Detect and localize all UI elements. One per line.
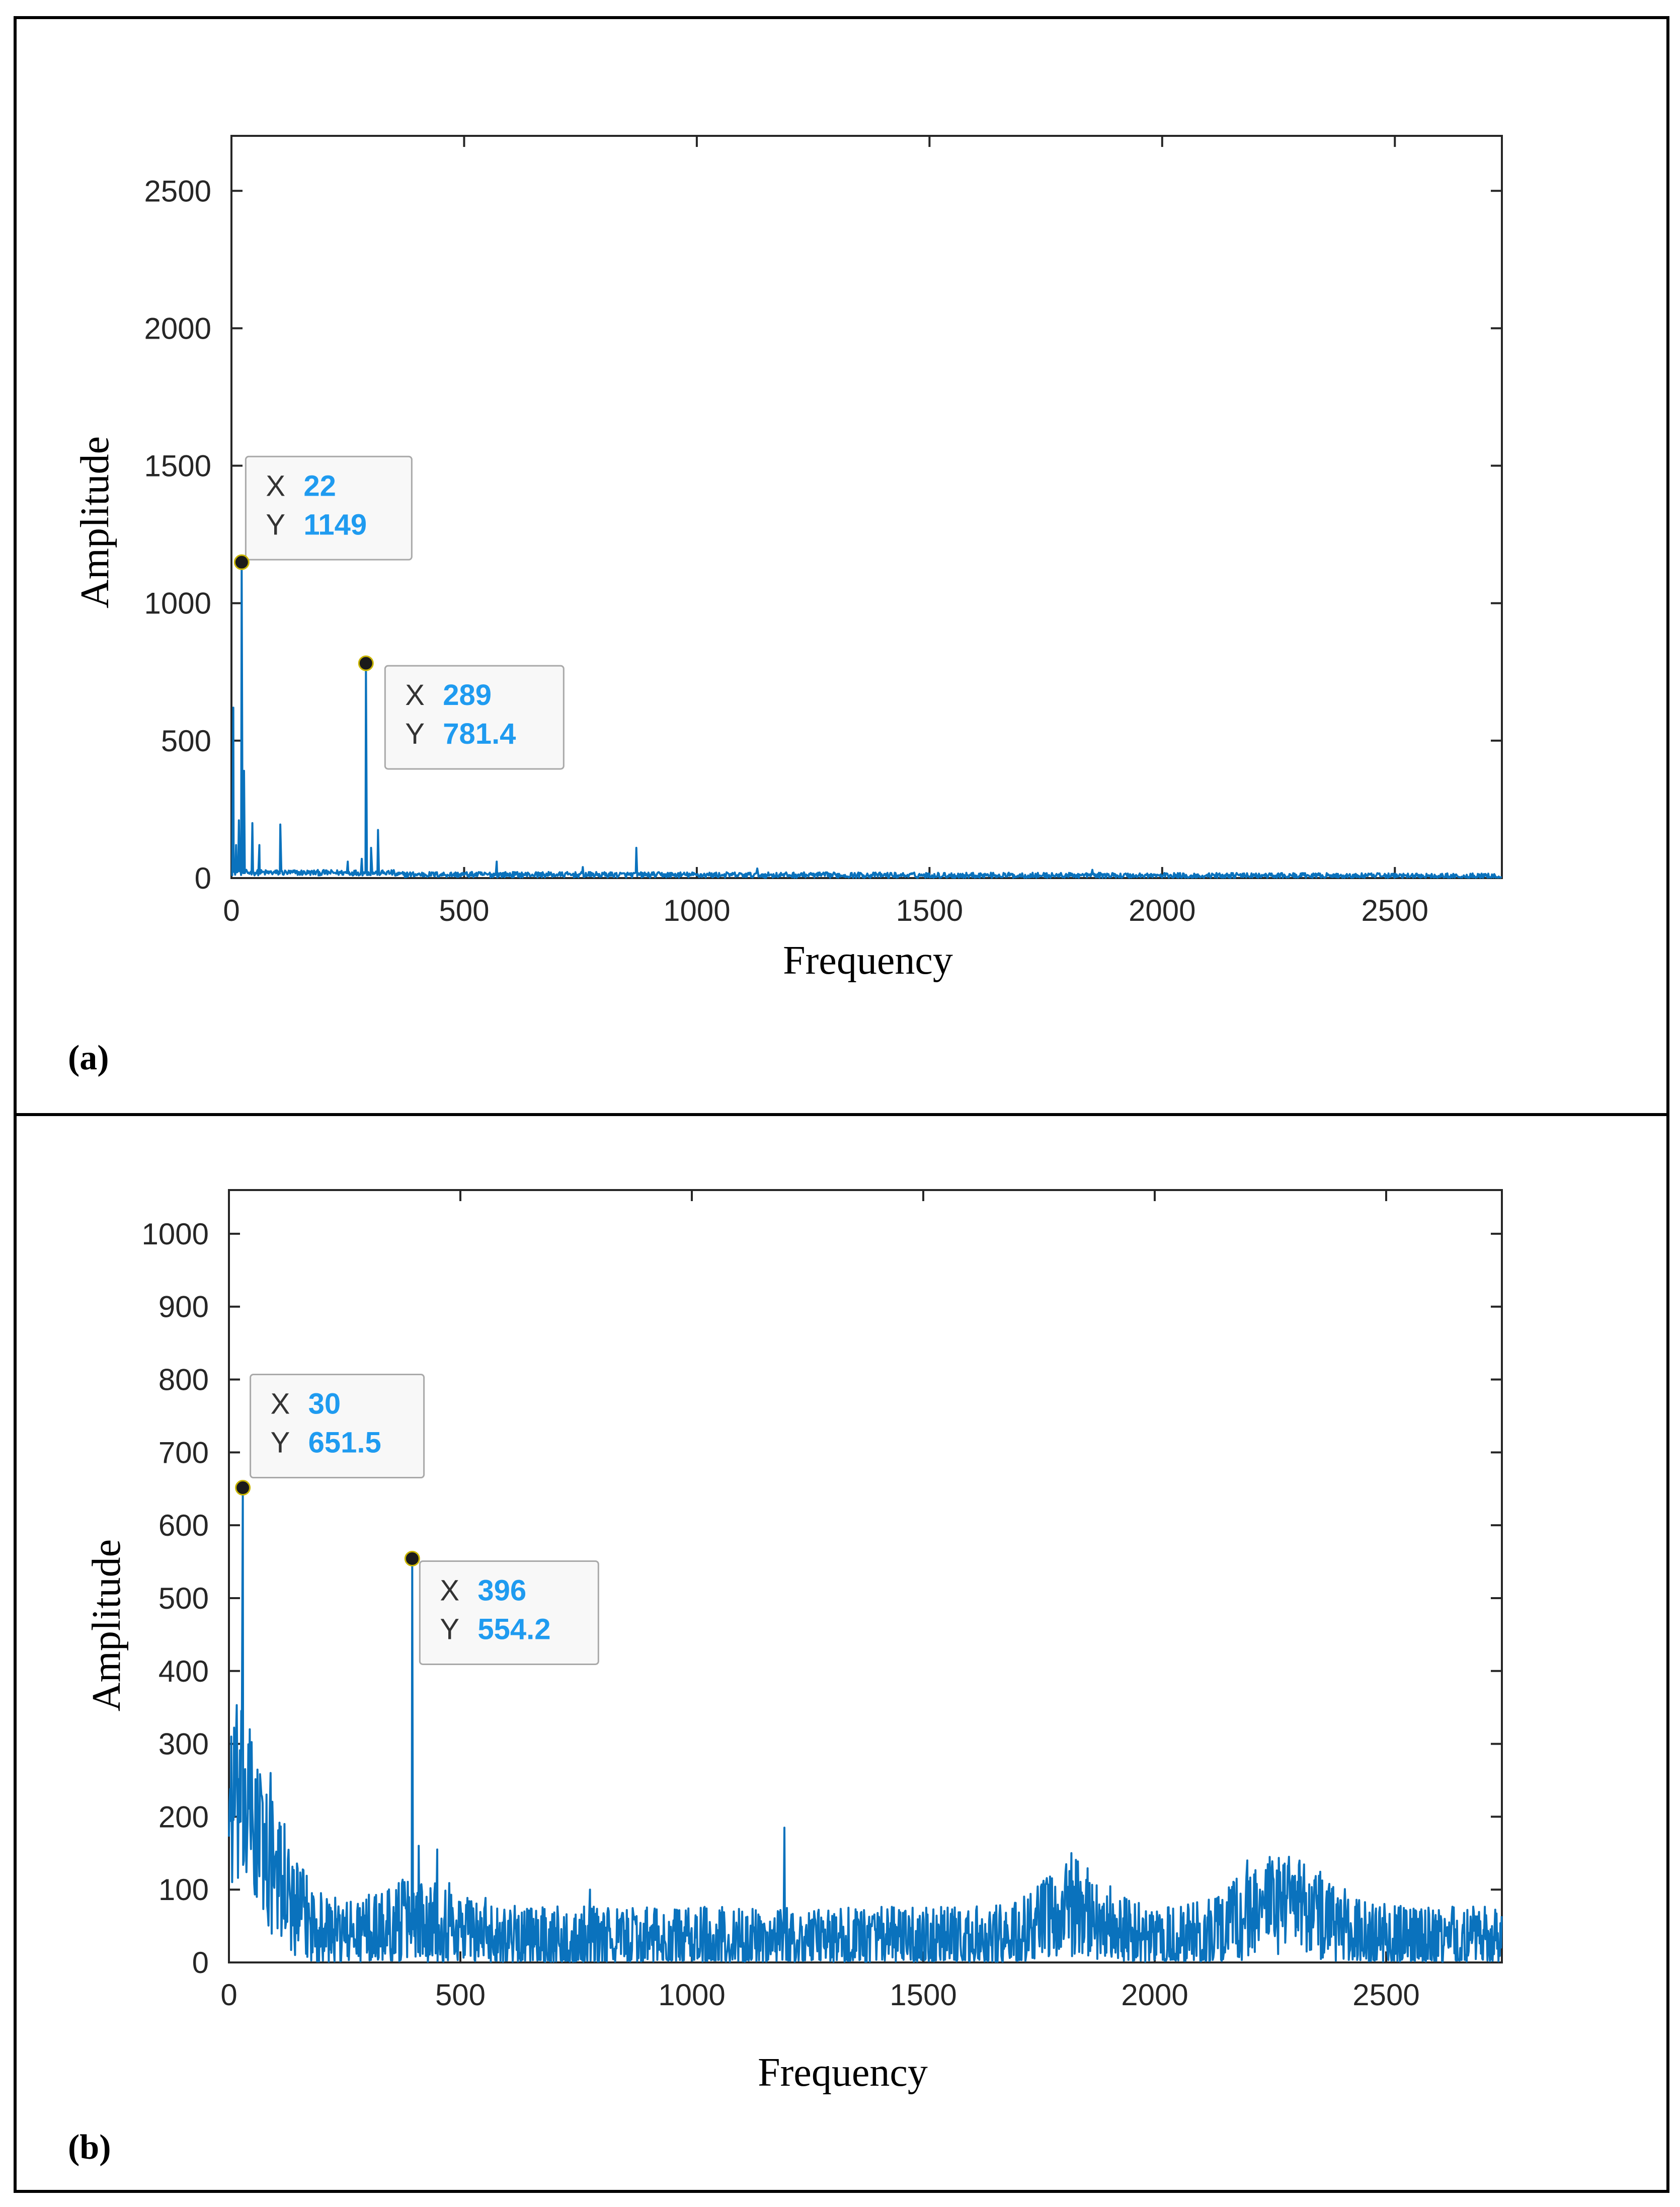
chart-b-y-tick-label: 200 xyxy=(158,1800,209,1834)
panel-b: 0 500 1000 1500 2000 2500 0 100 200 300 400 500 600 7… xyxy=(14,1113,1669,2193)
chart-a-datatip-x-key: X xyxy=(266,469,285,502)
chart-a-x-tick-label: 2500 xyxy=(1362,894,1428,927)
chart-b-x-tick-label: 0 xyxy=(220,1978,237,2012)
chart-b-datatip-y-key: Y xyxy=(440,1613,459,1645)
chart-a-y-tick-label: 2500 xyxy=(144,174,211,208)
chart-a-x-axis-label: Frequency xyxy=(783,938,953,983)
chart-b-datatip-x-value: 396 xyxy=(477,1574,526,1607)
chart-a-y-tick-label: 500 xyxy=(161,724,211,758)
chart-a-y-axis-label: Amplitude xyxy=(73,436,117,608)
chart-a-x-tick-label: 500 xyxy=(439,894,489,927)
chart-b-x-tick-label: 500 xyxy=(435,1978,486,2012)
chart-b-x-tick-label: 2000 xyxy=(1121,1978,1188,2012)
chart-b-datatip-x-key: X xyxy=(271,1388,290,1421)
chart-b-y-tick-label: 1000 xyxy=(142,1217,209,1251)
chart-b-datatip-y-value: 651.5 xyxy=(308,1427,381,1459)
chart-b-datatip-marker xyxy=(235,1480,251,1496)
chart-b-x-tick-label: 1500 xyxy=(890,1978,956,2012)
chart-b-y-tick-label: 100 xyxy=(158,1873,209,1907)
chart-b-datatip-y-value: 554.2 xyxy=(477,1613,550,1645)
chart-a-datatip-y-value: 1149 xyxy=(303,508,367,541)
chart-a-datatip-y-value: 781.4 xyxy=(443,718,516,750)
chart-b-datatip-marker xyxy=(404,1550,420,1566)
chart-a-datatip-y-key: Y xyxy=(405,718,425,750)
panel-b-frame xyxy=(14,1113,1669,2193)
chart-b-x-tick-label: 1000 xyxy=(658,1978,725,2012)
chart-a: 0 500 1000 1500 2000 2500 0 500 1000 1500 2000 2500… xyxy=(144,135,1503,927)
chart-a-datatip-box xyxy=(245,455,413,561)
chart-b-x-axis-label: Frequency xyxy=(758,2051,928,2095)
chart-b: 0 500 1000 1500 2000 2500 0 100 200 300 400 500 600 7… xyxy=(142,1189,1503,2012)
panel-b-label: (b) xyxy=(68,2128,111,2167)
chart-b-datatip-x-value: 30 xyxy=(308,1388,341,1421)
chart-a-datatip-x-value: 289 xyxy=(443,679,492,712)
chart-b-y-tick-label: 700 xyxy=(158,1436,209,1469)
chart-b-datatip-box xyxy=(250,1374,425,1479)
chart-a-series-line xyxy=(231,561,1502,879)
chart-b-y-tick-label: 300 xyxy=(158,1727,209,1761)
chart-b-y-tick-label: 500 xyxy=(158,1582,209,1615)
chart-b-y-tick-label: 600 xyxy=(158,1509,209,1542)
chart-b-datatip-box xyxy=(419,1560,599,1665)
chart-a-datatip-x-key: X xyxy=(405,679,425,712)
chart-b-series-line xyxy=(228,1486,1503,1963)
chart-a-y-tick-label: 0 xyxy=(195,861,211,895)
chart-b-datatip-y-key: Y xyxy=(271,1427,290,1459)
chart-a-y-tick-label: 2000 xyxy=(144,311,211,345)
chart-b-y-tick-label: 0 xyxy=(192,1946,209,1980)
chart-b-y-tick-label: 800 xyxy=(158,1363,209,1397)
chart-a-x-tick-label: 0 xyxy=(223,894,239,927)
chart-b-y-tick-label: 400 xyxy=(158,1654,209,1688)
chart-a-x-tick-label: 2000 xyxy=(1129,894,1195,927)
chart-b-datatip-x-key: X xyxy=(440,1574,459,1607)
panel-a-label: (a) xyxy=(68,1039,109,1077)
chart-b-x-tick-label: 2500 xyxy=(1352,1978,1419,2012)
chart-a-y-tick-label: 1000 xyxy=(144,587,211,620)
panel-a: 0 500 1000 1500 2000 2500 0 500 1000 1500 2000 2500… xyxy=(14,16,1669,1116)
chart-b-y-axis-label: Amplitude xyxy=(85,1539,129,1711)
chart-b-y-tick-label: 900 xyxy=(158,1290,209,1324)
chart-a-x-tick-label: 1500 xyxy=(896,894,963,927)
chart-a-datatip-x-value: 22 xyxy=(303,469,336,502)
chart-a-datatip-box xyxy=(384,665,565,770)
chart-a-datatip-y-key: Y xyxy=(266,508,285,541)
chart-a-datatip-marker xyxy=(233,554,250,570)
chart-a-x-tick-label: 1000 xyxy=(663,894,730,927)
chart-a-datatip-marker xyxy=(358,655,374,671)
chart-a-y-tick-label: 1500 xyxy=(144,449,211,483)
